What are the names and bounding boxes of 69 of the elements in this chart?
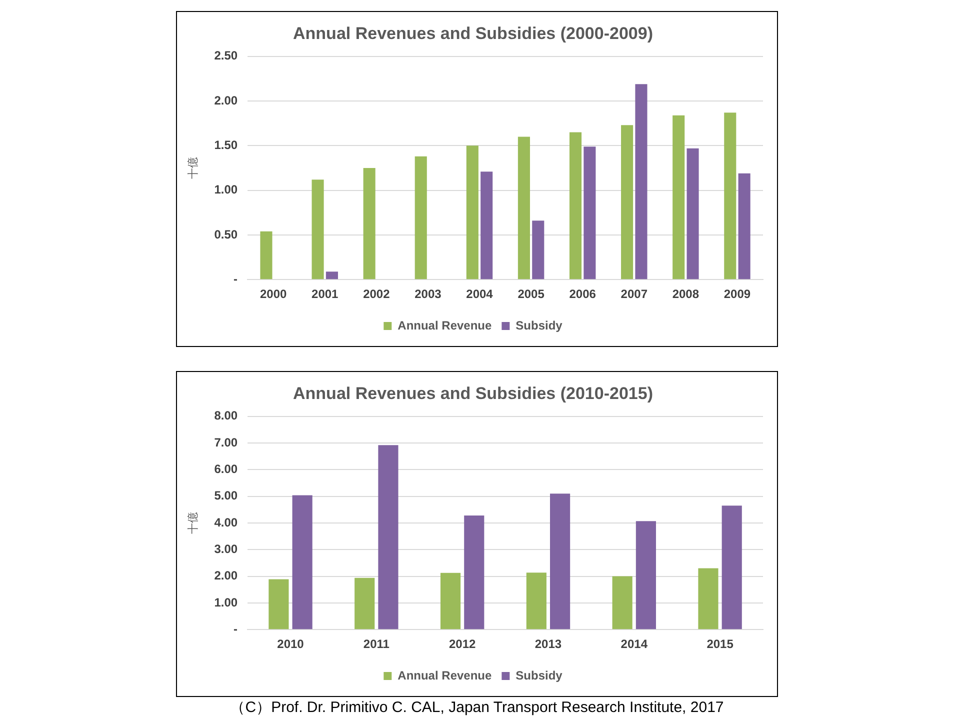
bar: [550, 494, 570, 630]
bar: [569, 132, 582, 280]
x-tick-label: 2015: [706, 637, 734, 652]
legend-label: Subsidy: [516, 668, 563, 682]
bar: [722, 506, 742, 630]
y-tick-label: 1.50: [214, 138, 238, 152]
x-tick-label: 2006: [569, 287, 596, 302]
bar: [326, 272, 338, 280]
y-tick-label: 2.50: [214, 48, 238, 63]
y-tick-label: -: [234, 622, 238, 636]
bar: [464, 516, 484, 630]
y-tick-label: 6.00: [214, 462, 238, 476]
x-tick-label: 2001: [312, 287, 339, 302]
x-tick-label: 2009: [724, 287, 751, 302]
bar: [268, 579, 289, 630]
x-tick-label: 2008: [672, 287, 700, 302]
bar: [354, 578, 375, 630]
bar: [466, 146, 478, 280]
x-tick-label: 2002: [363, 287, 390, 302]
bar: [724, 112, 736, 280]
y-tick-label: 3.00: [214, 542, 238, 556]
y-axis-title: 十億: [186, 157, 200, 179]
bar: [526, 572, 546, 630]
x-tick-label: 2013: [534, 637, 562, 652]
bar: [738, 173, 750, 280]
x-tick-label: 2000: [260, 287, 287, 302]
y-tick-label: 5.00: [214, 488, 238, 503]
legend-label: Annual Revenue: [398, 318, 492, 332]
bar: [672, 115, 685, 280]
bar: [698, 568, 718, 630]
chart-title: Annual Revenues and Subsidies (2000-2009): [293, 24, 653, 43]
bar: [621, 125, 634, 280]
y-tick-label: 2.00: [214, 93, 238, 108]
bar: [612, 576, 632, 630]
bar: [480, 172, 493, 280]
y-tick-label: 4.00: [214, 515, 238, 530]
y-tick-label: 1.00: [214, 182, 238, 197]
bar: [260, 231, 272, 280]
x-tick-label: 2010: [277, 637, 304, 652]
bar: [440, 572, 461, 630]
chart-title: Annual Revenues and Subsidies (2010-2015): [293, 384, 653, 403]
y-tick-label: -: [234, 272, 238, 286]
bar: [518, 136, 530, 280]
bar: [584, 146, 596, 280]
x-tick-label: 2005: [518, 287, 545, 302]
y-tick-label: 8.00: [214, 408, 238, 423]
y-tick-label: 7.00: [214, 435, 238, 450]
bar: [532, 220, 544, 280]
bar: [635, 84, 648, 280]
bar: [292, 495, 312, 630]
x-tick-label: 2003: [414, 287, 442, 302]
y-tick-label: 1.00: [214, 595, 238, 610]
y-tick-label: 2.00: [214, 568, 238, 583]
bar: [363, 168, 376, 280]
x-tick-label: 2012: [448, 637, 476, 652]
legend-label: Annual Revenue: [398, 668, 492, 682]
x-tick-label: 2011: [363, 637, 390, 652]
bar: [312, 180, 324, 280]
y-tick-label: 0.50: [214, 227, 238, 242]
y-axis-title: 十億: [186, 512, 200, 534]
x-tick-label: 2014: [620, 637, 648, 652]
x-tick-label: 2007: [620, 287, 648, 302]
bar: [378, 445, 398, 630]
bar: [686, 148, 699, 280]
bar: [636, 521, 656, 630]
text: （C）Prof. Dr. Primitivo C. CAL, Japan Transport Research Institute, 2017: [230, 698, 724, 717]
bar: [414, 156, 427, 280]
legend-label: Subsidy: [516, 318, 563, 332]
x-tick-label: 2004: [466, 287, 494, 302]
